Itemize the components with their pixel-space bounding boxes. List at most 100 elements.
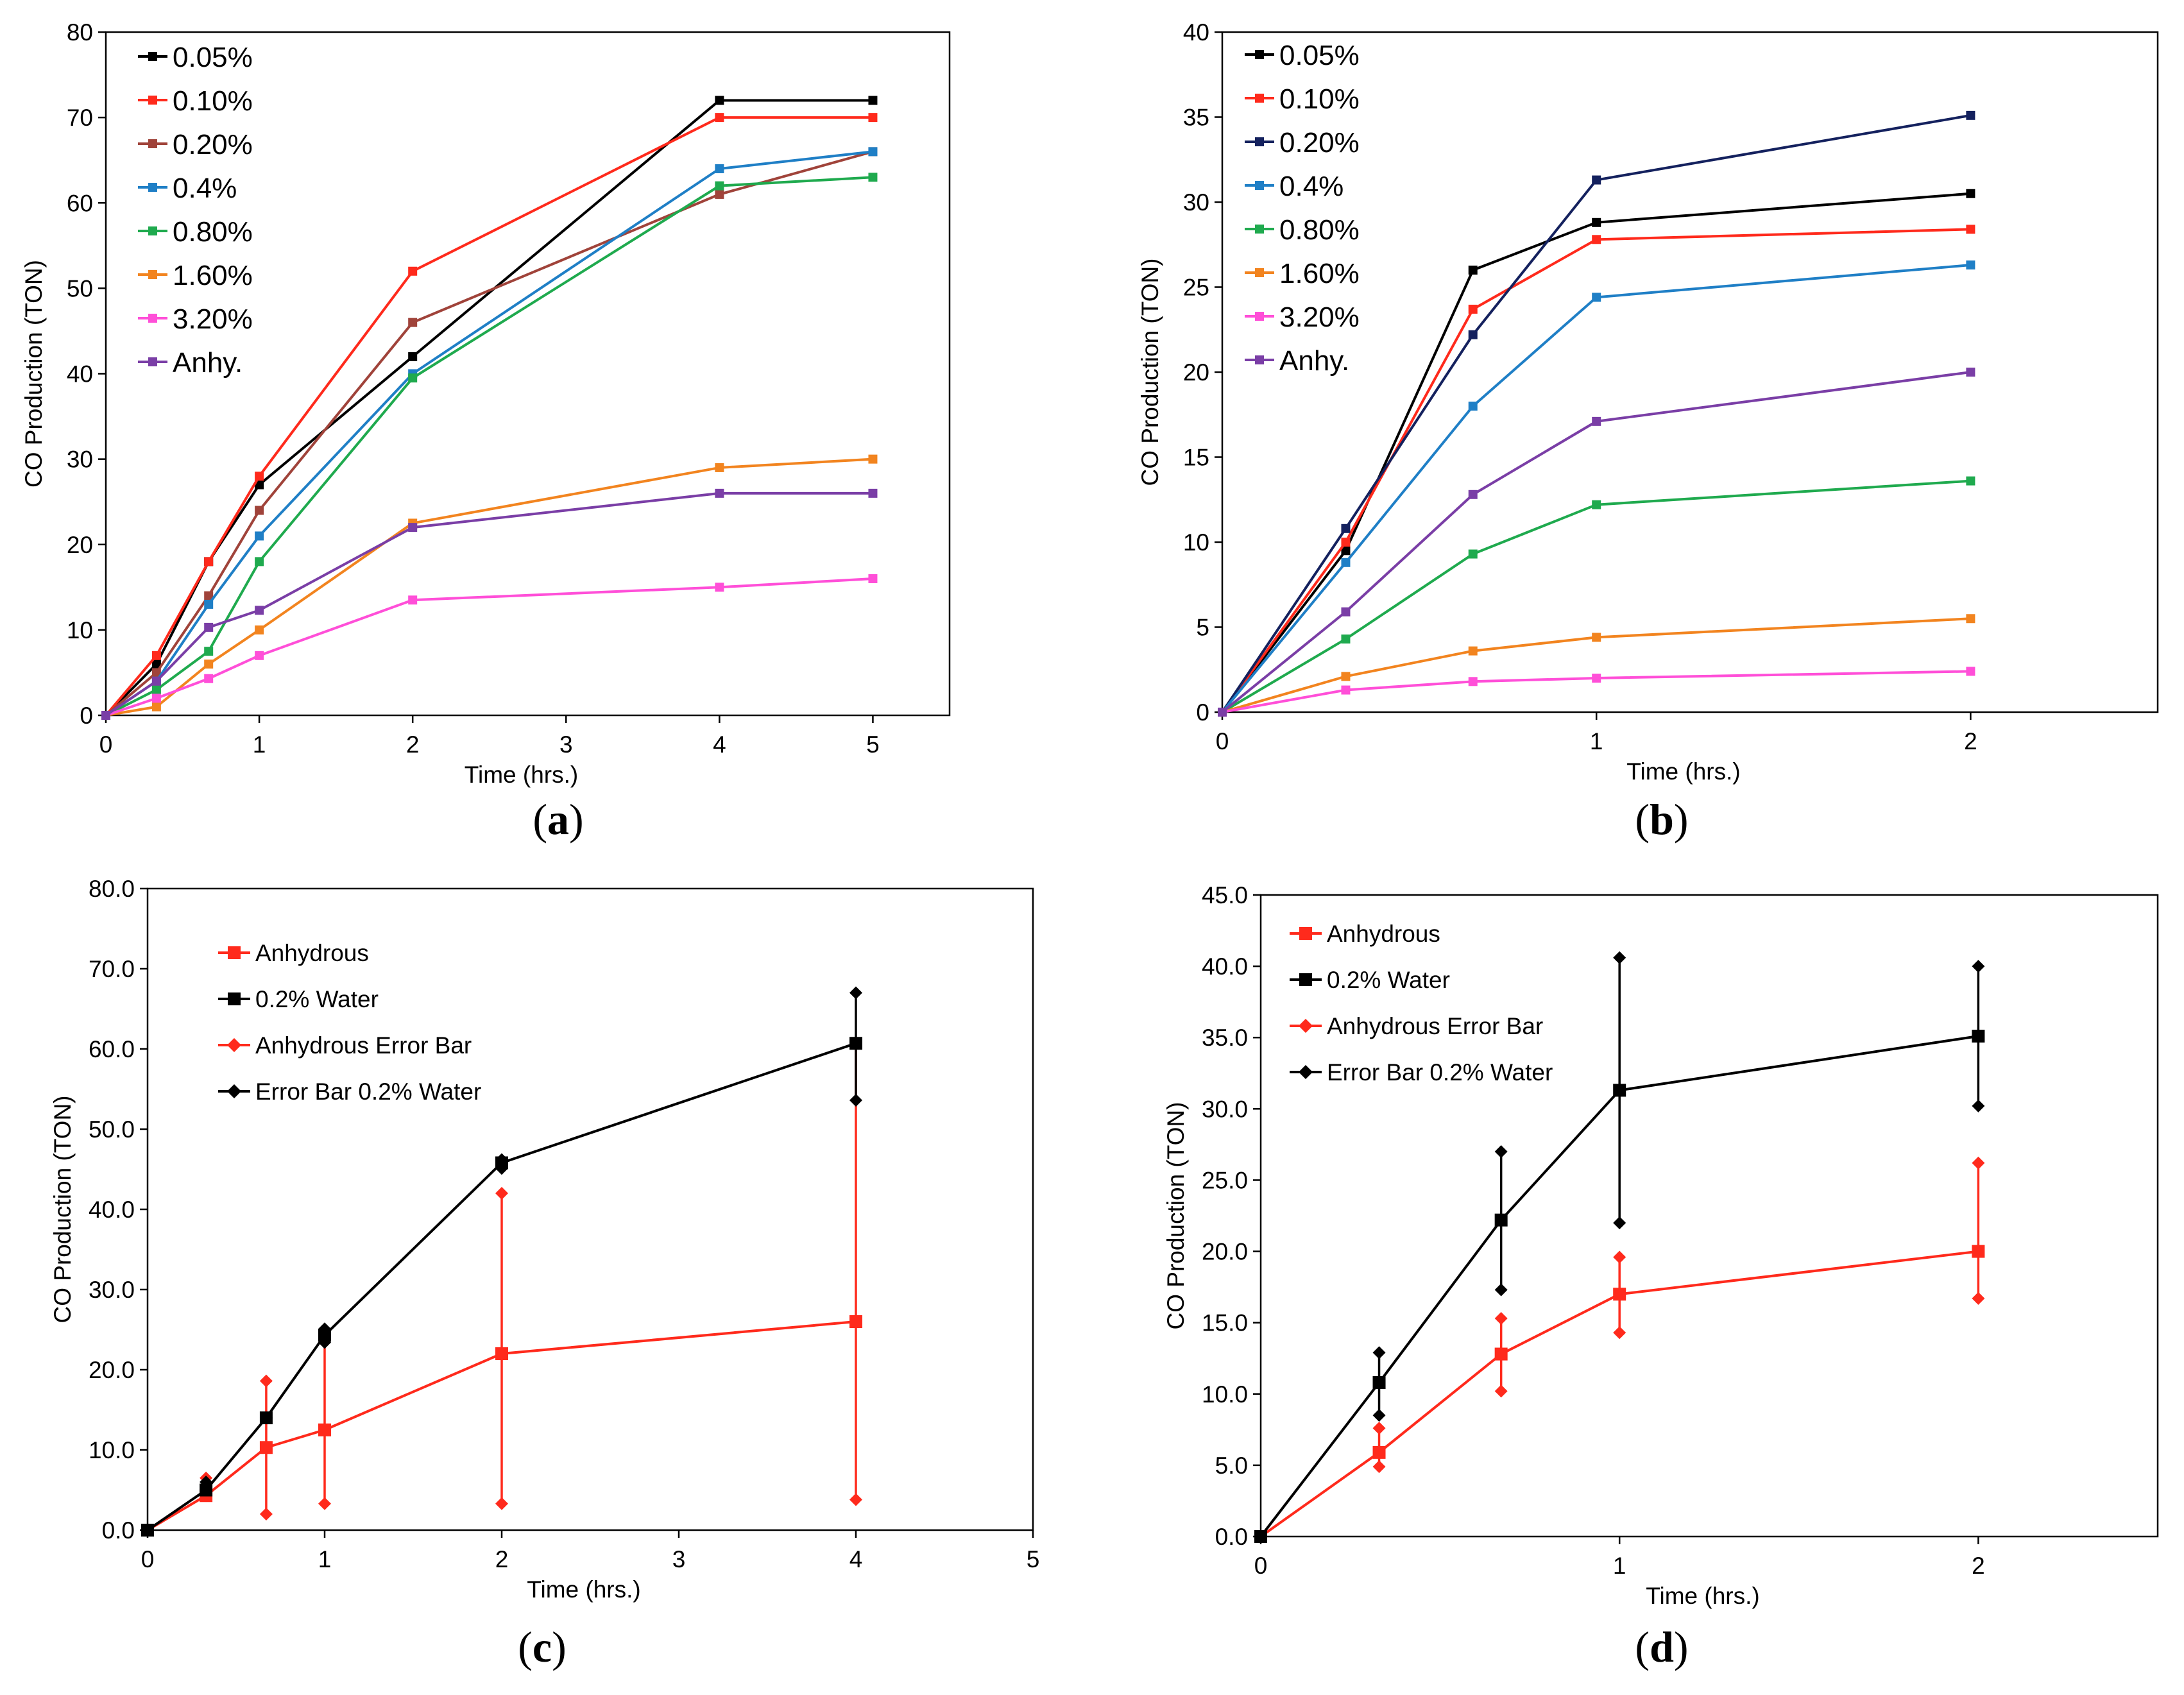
panel-label: (c) (518, 1623, 567, 1671)
data-point (1468, 402, 1478, 411)
data-point (408, 266, 418, 276)
y-tick-label: 60.0 (89, 1036, 135, 1062)
y-axis-label: CO Production (TON) (21, 260, 47, 488)
y-tick-label: 15.0 (1202, 1310, 1248, 1336)
data-point (259, 1441, 273, 1454)
legend-entry-label: 0.4% (1279, 171, 1344, 202)
data-point (1341, 685, 1351, 695)
error-bar-high-marker (1372, 1422, 1386, 1435)
legend-entry-label: 1.60% (173, 260, 253, 291)
legend-swatch-marker (148, 226, 157, 235)
data-point (204, 622, 214, 632)
series-line (105, 176, 873, 717)
legend-swatch-marker (228, 946, 241, 959)
legend-swatch-marker (1255, 50, 1264, 59)
y-tick-label: 25 (1183, 275, 1209, 301)
data-point (868, 574, 878, 583)
error-bar-low-marker (1372, 1460, 1386, 1474)
y-tick-label: 10 (67, 617, 93, 643)
x-tick-label: 1 (253, 731, 266, 758)
y-tick-label: 30.0 (89, 1277, 135, 1303)
error-bar-high-marker (259, 1374, 273, 1388)
legend: 0.05% 0.10% 0.20% 0.4% 0.80% 1.60% 3.20% Anhy. (138, 42, 253, 379)
data-point (1592, 217, 1601, 227)
series-line (1222, 617, 1971, 713)
data-point (868, 147, 878, 157)
x-tick-label: 1 (318, 1546, 332, 1572)
data-point (204, 591, 214, 600)
error-bar-low-marker (849, 1094, 862, 1107)
y-tick-label: 10 (1183, 529, 1209, 556)
y-tick-label: 5 (1196, 615, 1209, 641)
data-point (1592, 293, 1601, 302)
y-tick-label: 80 (67, 19, 93, 46)
x-axis-label: Time (hrs.) (465, 762, 578, 788)
y-tick-label: 30 (1183, 189, 1209, 216)
data-point (1372, 1445, 1386, 1459)
data-point (204, 557, 214, 566)
x-tick-label: 3 (559, 731, 573, 758)
legend-entry-label: 0.80% (1279, 214, 1360, 246)
y-tick-label: 20.0 (89, 1357, 135, 1383)
data-point (715, 463, 724, 472)
x-tick-label: 0 (1216, 728, 1229, 754)
data-point (1468, 330, 1478, 339)
data-point (715, 488, 724, 498)
y-tick-label: 40.0 (1202, 953, 1248, 980)
x-tick-label: 2 (406, 731, 420, 758)
series-0.20% (101, 147, 878, 720)
plot-frame (146, 887, 1034, 1531)
series-Anhydrous (1254, 1245, 1985, 1543)
error-bar-high-marker (1972, 960, 1985, 973)
data-point (715, 113, 724, 123)
y-tick-label: 0.0 (102, 1517, 135, 1544)
data-point (1592, 500, 1601, 509)
legend-entry-label: 0.20% (173, 129, 253, 160)
data-point (1341, 635, 1351, 644)
y-tick-label: 25.0 (1202, 1167, 1248, 1193)
data-point (849, 1315, 862, 1328)
y-tick-label: 20 (67, 532, 93, 558)
data-point (255, 606, 264, 615)
data-point (1468, 677, 1478, 686)
x-tick-label: 0 (1254, 1553, 1268, 1579)
data-point (868, 173, 878, 182)
legend-entry-label: Anhydrous Error Bar (1327, 1013, 1543, 1039)
data-point (255, 531, 264, 541)
data-point (1341, 558, 1351, 567)
data-point (1592, 235, 1601, 244)
data-point (151, 685, 161, 695)
panel-a: 0 10 20 30 40 50 60 70 80 0 1 2 3 4 5 Time (hrs.) CO Pro… (21, 19, 951, 844)
legend-swatch-marker (1299, 1065, 1313, 1079)
x-tick-label: 0 (141, 1546, 155, 1572)
legend-entry-label: 0.2% Water (255, 986, 379, 1012)
legend-swatch-marker (1255, 268, 1264, 277)
legend-swatch-marker (148, 314, 157, 323)
y-tick-label: 35.0 (1202, 1025, 1248, 1051)
x-tick-label: 2 (1964, 728, 1977, 754)
data-point (1372, 1376, 1386, 1389)
y-tick-label: 10.0 (89, 1437, 135, 1463)
data-point (200, 1483, 213, 1497)
data-point (1254, 1530, 1267, 1543)
series-0.2% Water (1254, 1030, 1985, 1543)
x-tick-label: 0 (99, 731, 113, 758)
panel-label: (b) (1635, 795, 1688, 844)
panel-c: 0.0 10.0 20.0 30.0 40.0 50.0 60.0 70.0 80.0 0 1 2 3 4… (49, 876, 1039, 1671)
data-point (868, 96, 878, 105)
legend-swatch-marker (148, 96, 157, 105)
data-point (408, 523, 418, 532)
data-point (1341, 672, 1351, 681)
panel-d: 0.0 5.0 10.0 15.0 20.0 25.0 30.0 35.0 40.0 45.0 0 1… (1163, 882, 2159, 1671)
data-point (408, 595, 418, 605)
legend-entry-label: 0.20% (1279, 127, 1360, 158)
legend-entry-label: 3.20% (1279, 302, 1360, 333)
data-point (151, 660, 161, 669)
data-point (1592, 416, 1601, 426)
data-point (1468, 490, 1478, 499)
data-point (1468, 646, 1478, 656)
data-point (868, 454, 878, 464)
data-point (1592, 175, 1601, 185)
x-tick-label: 4 (849, 1546, 863, 1572)
